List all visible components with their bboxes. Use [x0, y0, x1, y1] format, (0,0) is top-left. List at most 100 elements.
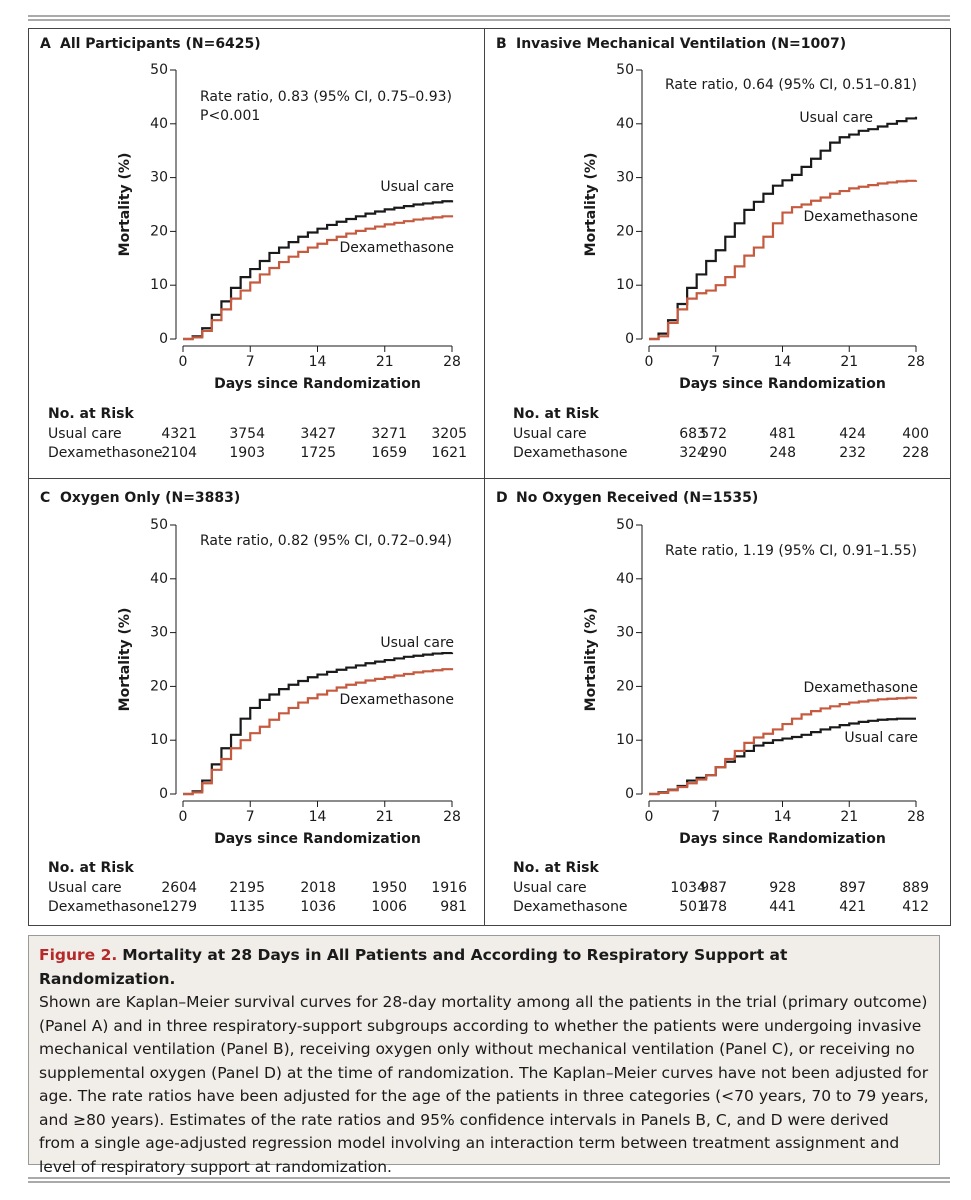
km-curve [183, 215, 454, 341]
y-tick-label: 40 [150, 116, 168, 132]
caption-body: Shown are Kaplan–Meier survival curves f… [39, 993, 929, 1176]
risk-title: No. at Risk [513, 406, 599, 422]
x-tick-label: 14 [309, 354, 327, 370]
y-tick-label: 0 [159, 331, 168, 347]
y-tick-label: 50 [616, 62, 634, 78]
x-tick-label: 21 [376, 354, 394, 370]
risk-row-name: Usual care [48, 426, 122, 442]
risk-value: 1725 [300, 445, 336, 461]
panel: C Oxygen Only (N=3883) Rate ratio, 0.82 (9… [40, 490, 467, 915]
y-tick-label: 10 [616, 277, 634, 293]
km-curve [183, 668, 454, 796]
risk-value: 1034 [670, 880, 706, 896]
y-tick-label: 50 [616, 517, 634, 533]
y-axis-label: Mortality (%) [583, 608, 599, 712]
annotation: P<0.001 [200, 108, 260, 124]
panel: B Invasive Mechanical Ventilation (N=1007… [496, 36, 929, 461]
risk-row-name: Dexamethasone [513, 445, 628, 461]
risk-row-name: Usual care [513, 880, 587, 896]
y-tick-label: 20 [616, 223, 634, 239]
x-axis-label: Days since Randomization [214, 376, 421, 392]
risk-value: 412 [902, 899, 929, 915]
y-tick-label: 30 [150, 170, 168, 186]
risk-value: 228 [902, 445, 929, 461]
x-tick-label: 0 [645, 354, 654, 370]
series-label: Usual care [844, 730, 918, 746]
risk-value: 424 [839, 426, 866, 442]
y-tick-label: 0 [159, 786, 168, 802]
y-axis-label: Mortality (%) [117, 608, 133, 712]
x-tick-label: 0 [645, 809, 654, 825]
x-tick-label: 28 [907, 809, 925, 825]
panel-title: Oxygen Only (N=3883) [60, 490, 240, 506]
risk-value: 1006 [371, 899, 407, 915]
risk-value: 3205 [431, 426, 467, 442]
panel-title: Invasive Mechanical Ventilation (N=1007) [516, 36, 846, 52]
risk-value: 2018 [300, 880, 336, 896]
risk-value: 981 [440, 899, 467, 915]
series-label: Usual care [380, 635, 454, 651]
risk-value: 889 [902, 880, 929, 896]
risk-value: 232 [839, 445, 866, 461]
figure-label: Figure 2. [39, 946, 118, 964]
x-axis-label: Days since Randomization [214, 831, 421, 847]
y-tick-label: 20 [616, 678, 634, 694]
risk-value: 1950 [371, 880, 407, 896]
x-tick-label: 28 [443, 809, 461, 825]
x-tick-label: 14 [774, 809, 792, 825]
risk-value: 2104 [161, 445, 197, 461]
risk-value: 290 [700, 445, 727, 461]
risk-value: 987 [700, 880, 727, 896]
risk-value: 683 [679, 426, 706, 442]
annotation: Rate ratio, 0.83 (95% CI, 0.75–0.93) [200, 89, 452, 105]
series-label: Dexamethasone [803, 209, 918, 225]
risk-row-name: Usual care [513, 426, 587, 442]
risk-value: 421 [839, 899, 866, 915]
risk-title: No. at Risk [48, 860, 134, 876]
risk-value: 1036 [300, 899, 336, 915]
y-tick-label: 30 [616, 625, 634, 641]
caption: Figure 2. Mortality at 28 Days in All Pa… [28, 935, 940, 1176]
x-tick-label: 21 [376, 809, 394, 825]
risk-value: 324 [679, 445, 706, 461]
risk-value: 400 [902, 426, 929, 442]
figure-title: Mortality at 28 Days in All Patients and… [39, 946, 788, 988]
y-tick-label: 0 [625, 786, 634, 802]
risk-value: 1903 [229, 445, 265, 461]
x-tick-label: 7 [711, 354, 720, 370]
x-tick-label: 21 [840, 809, 858, 825]
risk-title: No. at Risk [48, 406, 134, 422]
km-curve [649, 116, 918, 341]
x-axis-label: Days since Randomization [679, 831, 886, 847]
y-tick-label: 0 [625, 331, 634, 347]
panel-label: D [496, 490, 508, 506]
panel-title: All Participants (N=6425) [60, 36, 261, 52]
risk-value: 248 [769, 445, 796, 461]
panel: D No Oxygen Received (N=1535) Rate ratio, … [496, 490, 929, 915]
x-tick-label: 7 [711, 809, 720, 825]
x-tick-label: 28 [907, 354, 925, 370]
km-curve [649, 696, 918, 796]
risk-value: 1135 [229, 899, 265, 915]
risk-value: 1621 [431, 445, 467, 461]
risk-value: 928 [769, 880, 796, 896]
y-tick-label: 20 [150, 678, 168, 694]
x-tick-label: 14 [774, 354, 792, 370]
x-tick-label: 21 [840, 354, 858, 370]
risk-row-name: Dexamethasone [48, 899, 163, 915]
y-tick-label: 50 [150, 517, 168, 533]
y-tick-label: 30 [616, 170, 634, 186]
y-tick-label: 20 [150, 223, 168, 239]
panel-label: C [40, 490, 50, 506]
footer-rule [28, 1177, 950, 1183]
risk-value: 1916 [431, 880, 467, 896]
risk-title: No. at Risk [513, 860, 599, 876]
risk-value: 3427 [300, 426, 336, 442]
y-tick-label: 50 [150, 62, 168, 78]
panel-label: A [40, 36, 51, 52]
risk-value: 1279 [161, 899, 197, 915]
y-tick-label: 10 [150, 277, 168, 293]
risk-row-name: Dexamethasone [48, 445, 163, 461]
risk-value: 2604 [161, 880, 197, 896]
